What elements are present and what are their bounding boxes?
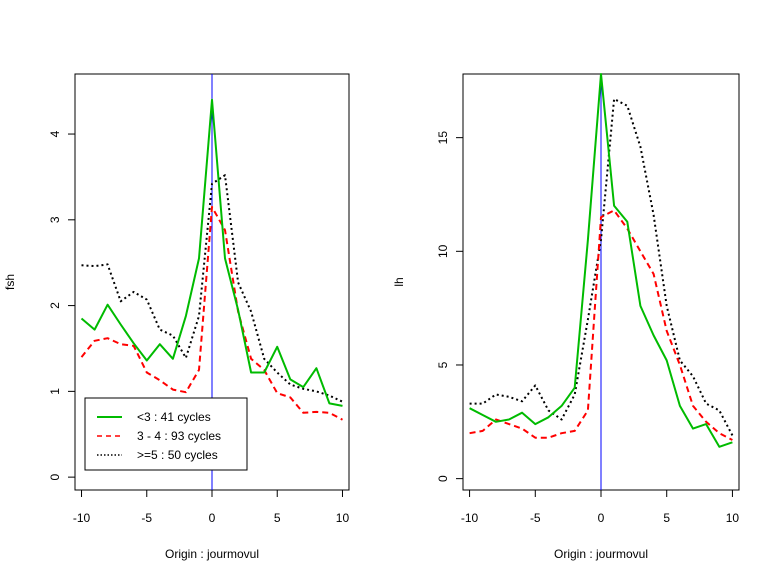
- legend-entry: >=5 : 50 cycles: [137, 448, 218, 462]
- lh-series-dashed: [469, 209, 733, 441]
- lh-y-tick-label: 10: [436, 244, 450, 258]
- fsh-y-tick-label: 2: [48, 302, 62, 309]
- fsh-x-tick-label: -5: [141, 511, 152, 525]
- fsh-y-axis-label: fsh: [3, 274, 17, 290]
- legend-entry: <3 : 41 cycles: [137, 410, 211, 424]
- lh-series-solid: [469, 73, 733, 448]
- fsh-x-tick-label: 10: [336, 511, 350, 525]
- fsh-axis-ticks: -10 -5 0 5 10 0 1 2 3 4: [48, 130, 349, 525]
- lh-x-tick-label: 10: [726, 511, 740, 525]
- fsh-y-tick-label: 3: [48, 216, 62, 223]
- fsh-x-tick-label: -10: [73, 511, 91, 525]
- fsh-panel: -10 -5 0 5 10 0 1 2 3 4 Origin : jourmovul fsh <3…: [3, 73, 350, 561]
- fsh-y-tick-label: 4: [48, 130, 62, 137]
- lh-x-tick-label: -10: [461, 511, 479, 525]
- lh-x-tick-label: 5: [663, 511, 670, 525]
- lh-panel: -10 -5 0 5 10 0 5 10 15 Origin : jourmovul lh: [392, 73, 740, 561]
- lh-x-tick-label: -5: [530, 511, 541, 525]
- fsh-x-tick-label: 0: [209, 511, 216, 525]
- fsh-y-tick-label: 0: [48, 473, 62, 480]
- lh-y-tick-label: 15: [436, 131, 450, 145]
- fsh-series-dashed: [80, 205, 343, 421]
- lh-x-tick-label: 0: [598, 511, 605, 525]
- lh-y-tick-label: 0: [436, 475, 450, 482]
- fsh-y-tick-label: 1: [48, 388, 62, 395]
- fsh-x-axis-label: Origin : jourmovul: [165, 547, 259, 561]
- legend: <3 : 41 cycles 3 - 4 : 93 cycles >=5 : 50 …: [84, 397, 248, 471]
- lh-series-lines: [469, 73, 734, 490]
- lh-y-axis-label: lh: [392, 277, 406, 286]
- legend-entry: 3 - 4 : 93 cycles: [137, 429, 221, 443]
- lh-x-axis-label: Origin : jourmovul: [554, 547, 648, 561]
- lh-y-tick-label: 5: [436, 361, 450, 368]
- lh-axis-ticks: -10 -5 0 5 10 0 5 10 15: [436, 131, 739, 525]
- legend-box: [84, 397, 248, 471]
- fsh-series-solid: [80, 98, 343, 407]
- fsh-x-tick-label: 5: [274, 511, 281, 525]
- lh-series-dotted: [469, 98, 734, 436]
- fsh-series-dotted: [81, 174, 343, 403]
